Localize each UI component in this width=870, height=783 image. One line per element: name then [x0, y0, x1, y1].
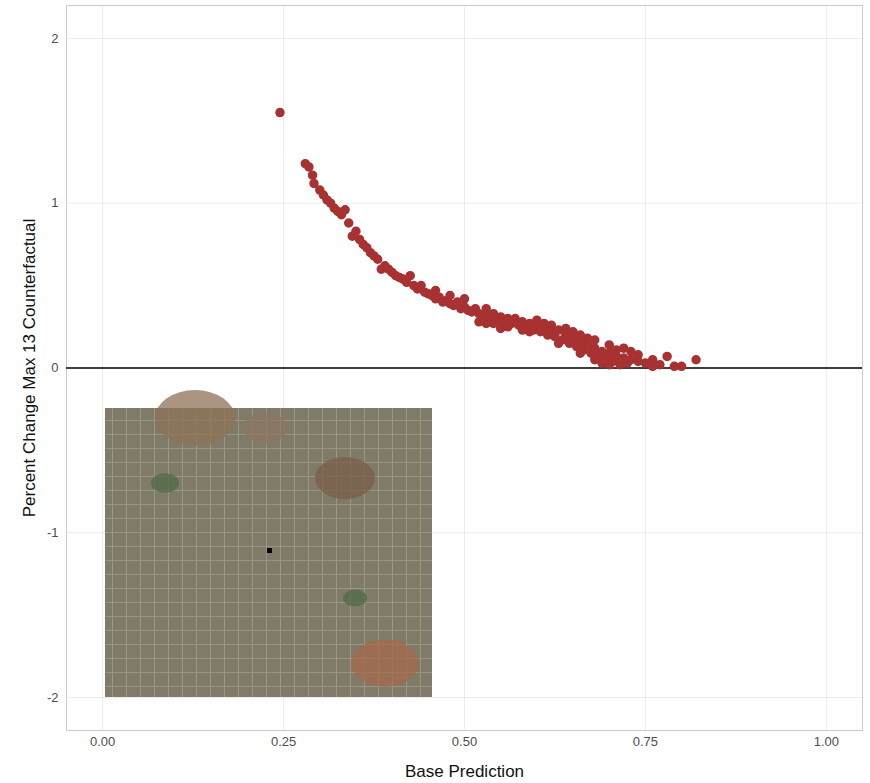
- svg-text:-2: -2: [47, 690, 59, 705]
- svg-text:0.75: 0.75: [633, 734, 658, 749]
- svg-text:0: 0: [51, 360, 58, 375]
- svg-text:0.50: 0.50: [452, 734, 477, 749]
- svg-text:0.00: 0.00: [90, 734, 115, 749]
- svg-text:2: 2: [51, 31, 58, 46]
- svg-text:Percent Change Max 13 Counterf: Percent Change Max 13 Counterfactual: [20, 219, 39, 518]
- svg-text:Base Prediction: Base Prediction: [405, 762, 524, 781]
- svg-text:0.25: 0.25: [271, 734, 296, 749]
- svg-text:-1: -1: [47, 525, 59, 540]
- svg-text:1: 1: [51, 195, 58, 210]
- svg-text:1.00: 1.00: [814, 734, 839, 749]
